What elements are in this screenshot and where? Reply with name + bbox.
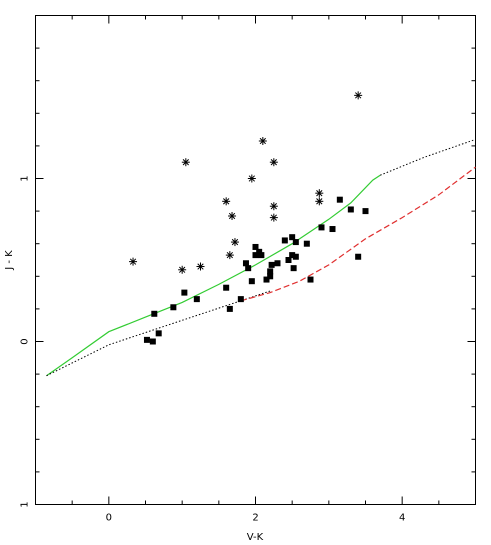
square-point [267, 268, 274, 275]
square-point [237, 296, 244, 303]
asterisk-point [315, 189, 324, 198]
square-point [252, 252, 259, 259]
x-tick-label: 2 [252, 513, 258, 524]
axis-ticks [35, 15, 476, 505]
asterisk-point [178, 265, 187, 274]
y-tick-label: 1 [20, 175, 31, 181]
square-point [292, 253, 299, 260]
square-point [289, 234, 296, 241]
square-point [285, 257, 292, 263]
asterisk-point [269, 202, 278, 211]
asterisk-point [196, 262, 205, 271]
square-point [252, 243, 259, 250]
square-point [303, 240, 310, 247]
asterisk-point [269, 158, 278, 167]
axis-tick-labels: 0 2 4 1 0 1 [20, 175, 406, 523]
square-point [245, 265, 252, 272]
square-point [289, 252, 296, 259]
square-point [256, 248, 263, 255]
data-points [129, 91, 369, 345]
asterisk-point [258, 137, 267, 146]
square-point [274, 260, 281, 267]
square-point [248, 278, 255, 285]
square-point [226, 305, 233, 312]
square-point [281, 237, 288, 244]
asterisk-point [181, 158, 190, 167]
square-point [292, 239, 299, 246]
asterisk-point [247, 174, 256, 183]
asterisk-point [269, 213, 278, 222]
square-point [170, 304, 177, 311]
square-point [223, 284, 230, 291]
line-dashed-red [240, 166, 476, 302]
model-lines [46, 138, 476, 377]
y-tick-label: 0 [20, 338, 31, 344]
square-point [258, 252, 265, 259]
square-point [355, 253, 362, 260]
line-solid-green [46, 174, 381, 377]
y-tick-label: 1 [20, 501, 31, 507]
square-point [347, 206, 354, 213]
asterisk-point [315, 197, 324, 206]
square-point [242, 260, 249, 267]
line-dotted-black [46, 290, 271, 377]
asterisk-point [225, 251, 234, 260]
square-point [307, 276, 314, 283]
asterisk-point [129, 257, 138, 266]
y-axis-label: J - K [4, 250, 15, 271]
square-point [329, 226, 336, 233]
x-axis-label: V-K [247, 532, 264, 543]
x-tick-label: 4 [399, 513, 405, 524]
asterisk-point [228, 211, 237, 220]
square-point [318, 224, 325, 231]
asterisk-point [354, 91, 363, 100]
square-point [263, 276, 270, 283]
square-point [149, 338, 156, 345]
x-tick-label: 0 [106, 513, 112, 524]
asterisk-point [222, 197, 231, 206]
square-point [155, 330, 162, 337]
square-point [336, 196, 343, 203]
square-point [151, 310, 158, 317]
square-point [181, 289, 188, 296]
square-point [290, 265, 297, 272]
asterisk-point [230, 238, 239, 247]
square-point [193, 296, 200, 303]
square-point [268, 261, 275, 268]
line-dotted-black [380, 138, 476, 176]
square-point [267, 273, 274, 280]
square-point [362, 208, 369, 215]
plot-frame [35, 15, 476, 505]
square-point [143, 336, 150, 343]
